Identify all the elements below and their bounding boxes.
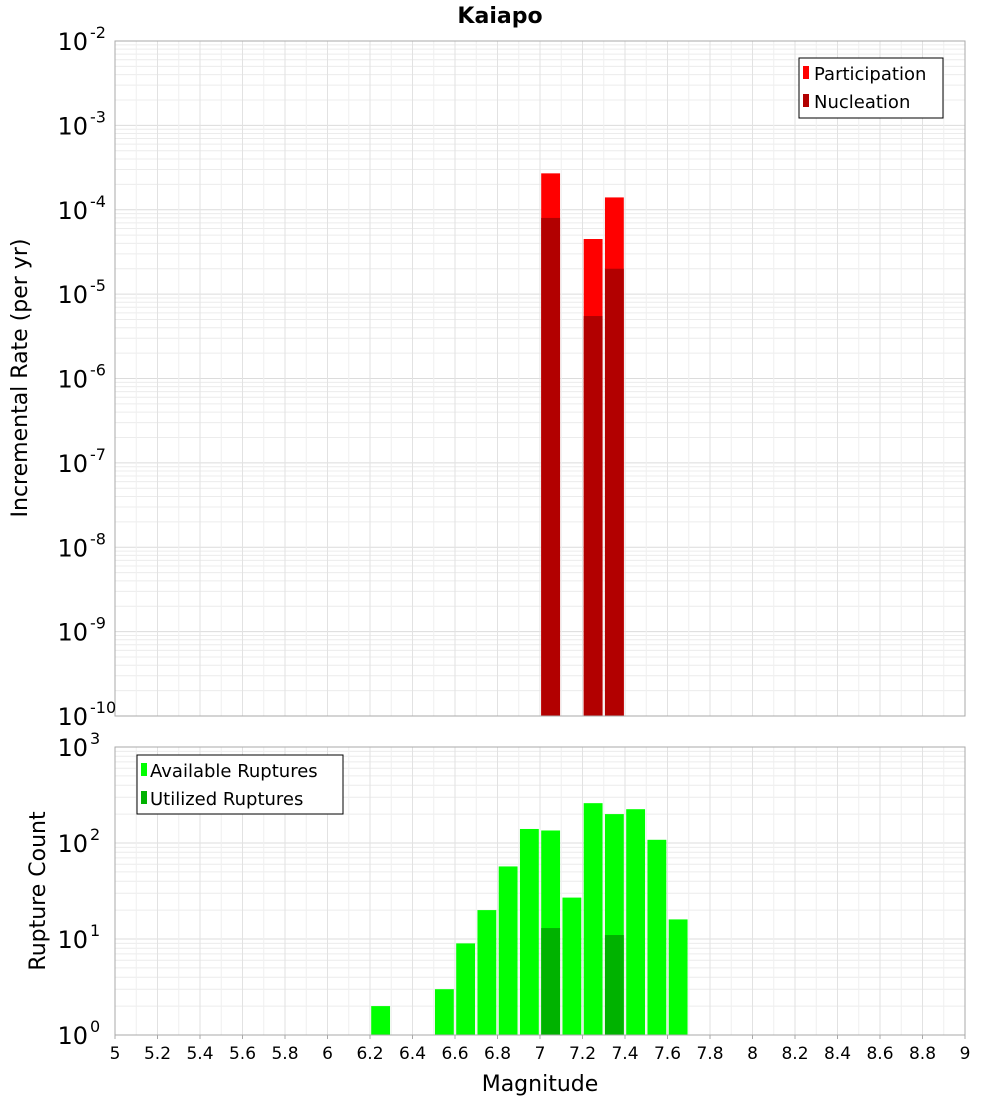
rate-ytick-exponent: -4 (90, 192, 106, 211)
rate-bar-b (541, 217, 561, 716)
count-ytick-exponent: 2 (90, 825, 100, 844)
count-bar-a (583, 803, 603, 1035)
rate-ytick-base: 10 (57, 619, 88, 647)
x-tick-label: 5.6 (229, 1044, 256, 1064)
count-bar-a (371, 1006, 391, 1035)
x-tick-label: 8.6 (866, 1044, 893, 1064)
count-bar-a (519, 828, 539, 1035)
legend-label-participation: Participation (814, 64, 926, 85)
rate-ytick-base: 10 (57, 112, 88, 140)
rate-ytick-exponent: -6 (90, 361, 106, 380)
x-tick-label: 8.8 (909, 1044, 936, 1064)
count-ytick-base: 10 (57, 830, 88, 858)
count-bar-a (498, 866, 518, 1035)
count-ytick-base: 10 (57, 734, 88, 762)
rate-ytick-exponent: -8 (90, 529, 106, 548)
count-plot-x-ticks: 5 5.2 5.4 5.6 5.8 6 6.2 6.4 6.6 6.8 7 7.2 7.4 7.6 7.8 8… (110, 1035, 971, 1064)
count-plot-bars (371, 803, 688, 1035)
rate-ytick-exponent: -2 (90, 23, 106, 42)
x-tick-label: 8 (747, 1044, 758, 1064)
rate-ytick-exponent: -10 (90, 698, 116, 717)
count-bar-b (604, 935, 624, 1035)
x-tick-label: 6.8 (484, 1044, 511, 1064)
x-tick-label: 6.2 (356, 1044, 383, 1064)
rate-plot-grid (114, 41, 966, 717)
count-plot-grid (114, 747, 966, 1036)
x-tick-label: 5.4 (186, 1044, 213, 1064)
count-bar-a (562, 897, 582, 1035)
rate-ytick-base: 10 (57, 197, 88, 225)
rate-legend: Participation Nucleation (798, 57, 944, 119)
rate-bar-b (583, 316, 603, 716)
x-tick-label: 7.8 (696, 1044, 723, 1064)
legend-swatch-utilized (141, 791, 147, 804)
x-tick-label: 5 (110, 1044, 121, 1064)
rate-ytick-base: 10 (57, 281, 88, 309)
count-bar-a (647, 839, 667, 1035)
rate-ytick-base: 10 (57, 534, 88, 562)
count-bar-a (477, 910, 497, 1035)
count-bar-a (668, 919, 688, 1035)
x-tick-label: 6.6 (441, 1044, 468, 1064)
x-tick-label: 7.2 (569, 1044, 596, 1064)
rate-plot-bars (541, 173, 624, 717)
count-bar-b (541, 928, 561, 1035)
count-legend: Available Ruptures Utilized Ruptures (136, 754, 344, 815)
x-tick-label: 8.2 (781, 1044, 808, 1064)
x-tick-label: 8.4 (824, 1044, 851, 1064)
count-bar-a (456, 943, 476, 1035)
legend-label-available: Available Ruptures (150, 761, 318, 782)
legend-label-utilized: Utilized Ruptures (150, 789, 303, 810)
x-axis-label: Magnitude (482, 1072, 599, 1097)
x-tick-label: 6.4 (399, 1044, 426, 1064)
x-tick-label: 5.8 (271, 1044, 298, 1064)
count-y-axis-label: Rupture Count (26, 811, 51, 971)
chart-title: Kaiapo (457, 4, 542, 29)
legend-label-nucleation: Nucleation (814, 92, 910, 113)
rate-bar-b (604, 268, 624, 716)
rate-ytick-exponent: -3 (90, 107, 106, 126)
x-tick-label: 7.4 (611, 1044, 638, 1064)
rate-plot-frame (114, 40, 966, 717)
count-bar-a (626, 809, 646, 1035)
rate-ytick-base: 10 (57, 28, 88, 56)
count-ytick-exponent: 0 (90, 1017, 100, 1036)
legend-swatch-nucleation (803, 94, 809, 107)
rate-ytick-exponent: -5 (90, 276, 106, 295)
legend-swatch-available (141, 763, 147, 776)
count-ytick-exponent: 3 (90, 729, 100, 748)
count-ytick-base: 10 (57, 1022, 88, 1050)
legend-swatch-participation (803, 66, 809, 79)
count-ytick-base: 10 (57, 926, 88, 954)
rate-ytick-exponent: -7 (90, 445, 106, 464)
count-ytick-exponent: 1 (90, 921, 100, 940)
x-tick-label: 6 (322, 1044, 333, 1064)
rate-ytick-base: 10 (57, 703, 88, 731)
rate-legend-box (798, 57, 944, 119)
count-legend-box (136, 754, 344, 815)
x-tick-label: 7 (535, 1044, 546, 1064)
count-bar-a (434, 989, 454, 1035)
x-tick-label: 9 (960, 1044, 971, 1064)
x-tick-label: 5.2 (144, 1044, 171, 1064)
rate-ytick-exponent: -9 (90, 614, 106, 633)
rate-ytick-base: 10 (57, 450, 88, 478)
x-tick-label: 7.6 (654, 1044, 681, 1064)
rate-y-axis-label: Incremental Rate (per yr) (8, 239, 33, 518)
rate-ytick-base: 10 (57, 366, 88, 394)
